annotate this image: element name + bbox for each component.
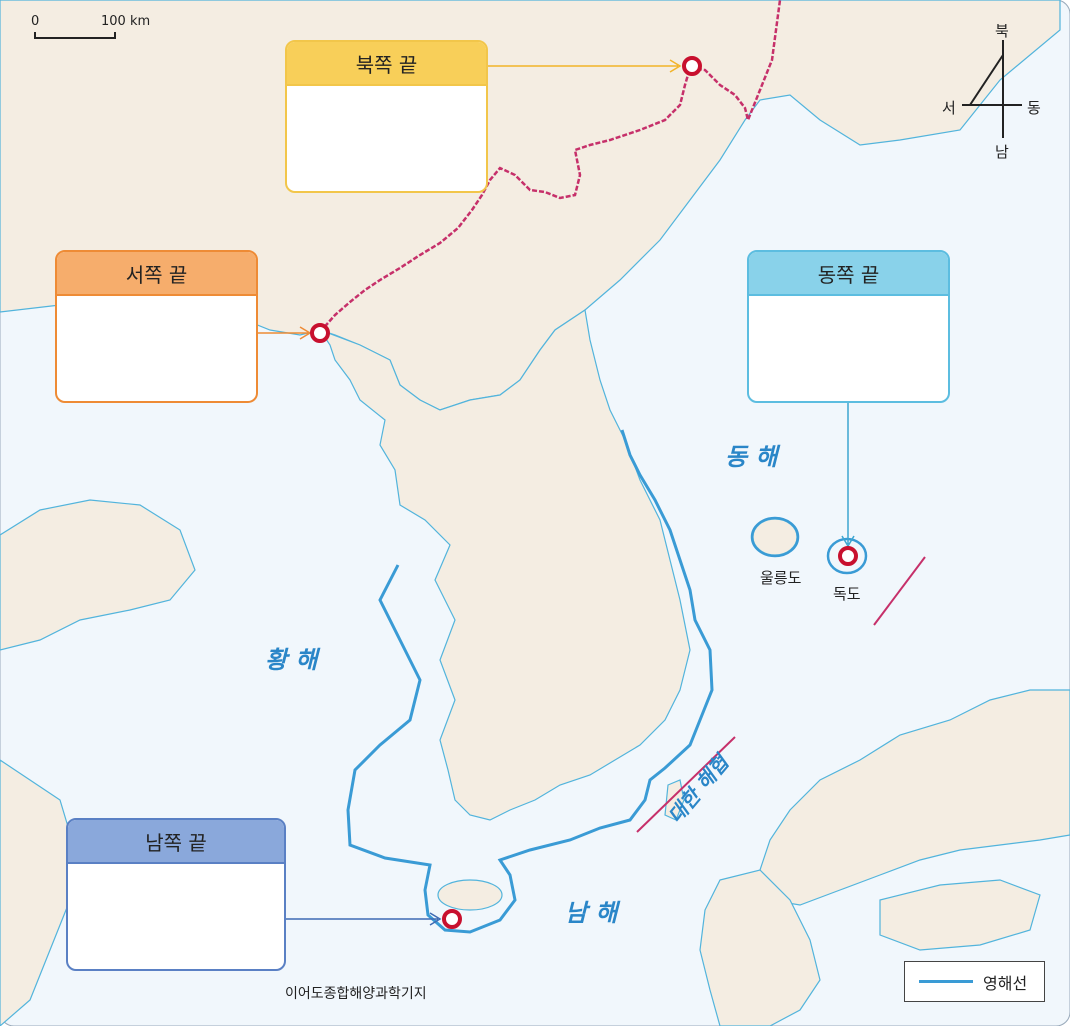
land-shandong: [0, 499, 196, 651]
east-end-title: 동쪽 끝: [749, 252, 948, 296]
compass-west: 서: [942, 99, 956, 117]
legend-territorial-label: 영해선: [983, 973, 1028, 993]
scale-zero: 0: [31, 14, 40, 29]
legend-territorial-swatch: [919, 980, 973, 983]
marker-east: [838, 546, 858, 566]
sea-yellow: 황 해: [265, 646, 318, 674]
compass-south: 남: [995, 143, 1009, 161]
markers: [310, 56, 858, 929]
land-kyushu: [699, 869, 821, 1026]
land-korea: [318, 308, 691, 821]
territorial-line: [346, 429, 714, 934]
marker-west: [310, 323, 330, 343]
label-ulleungdo: 울릉도: [760, 569, 802, 587]
arrow-south: [285, 912, 442, 926]
compass-north: 북: [995, 22, 1009, 40]
north-end-title: 북쪽 끝: [287, 42, 486, 86]
west-end-box: 서쪽 끝: [55, 250, 258, 403]
land-jeju: [437, 879, 503, 911]
median-line-east: [873, 556, 926, 626]
national-border: [319, 0, 782, 333]
arrows: [256, 59, 855, 926]
south-end-title: 남쪽 끝: [68, 820, 284, 864]
scale-distance: 100 km: [101, 14, 151, 29]
east-end-box: 동쪽 끝: [747, 250, 950, 403]
marker-north: [682, 56, 702, 76]
south-end-box: 남쪽 끝: [66, 818, 286, 971]
median-line-strait: [636, 736, 736, 833]
label-dokdo: 독도: [833, 585, 861, 603]
sea-east: 동 해: [725, 443, 778, 471]
marker-south: [442, 909, 462, 929]
territorial-line-ulleungdo: [750, 516, 800, 558]
compass-rose: [962, 40, 1022, 138]
compass-east: 동: [1027, 99, 1041, 117]
west-end-title: 서쪽 끝: [57, 252, 256, 296]
sea-south: 남 해: [565, 899, 618, 927]
label-ieodo: 이어도종합해양과학기지: [285, 986, 427, 1002]
north-end-box: 북쪽 끝: [285, 40, 488, 193]
arrow-north: [488, 59, 682, 73]
territorial-line-dokdo: [826, 537, 868, 575]
land-shikoku: [879, 879, 1041, 951]
legend: 영해선: [904, 961, 1045, 1002]
scale-bar: [34, 32, 116, 39]
